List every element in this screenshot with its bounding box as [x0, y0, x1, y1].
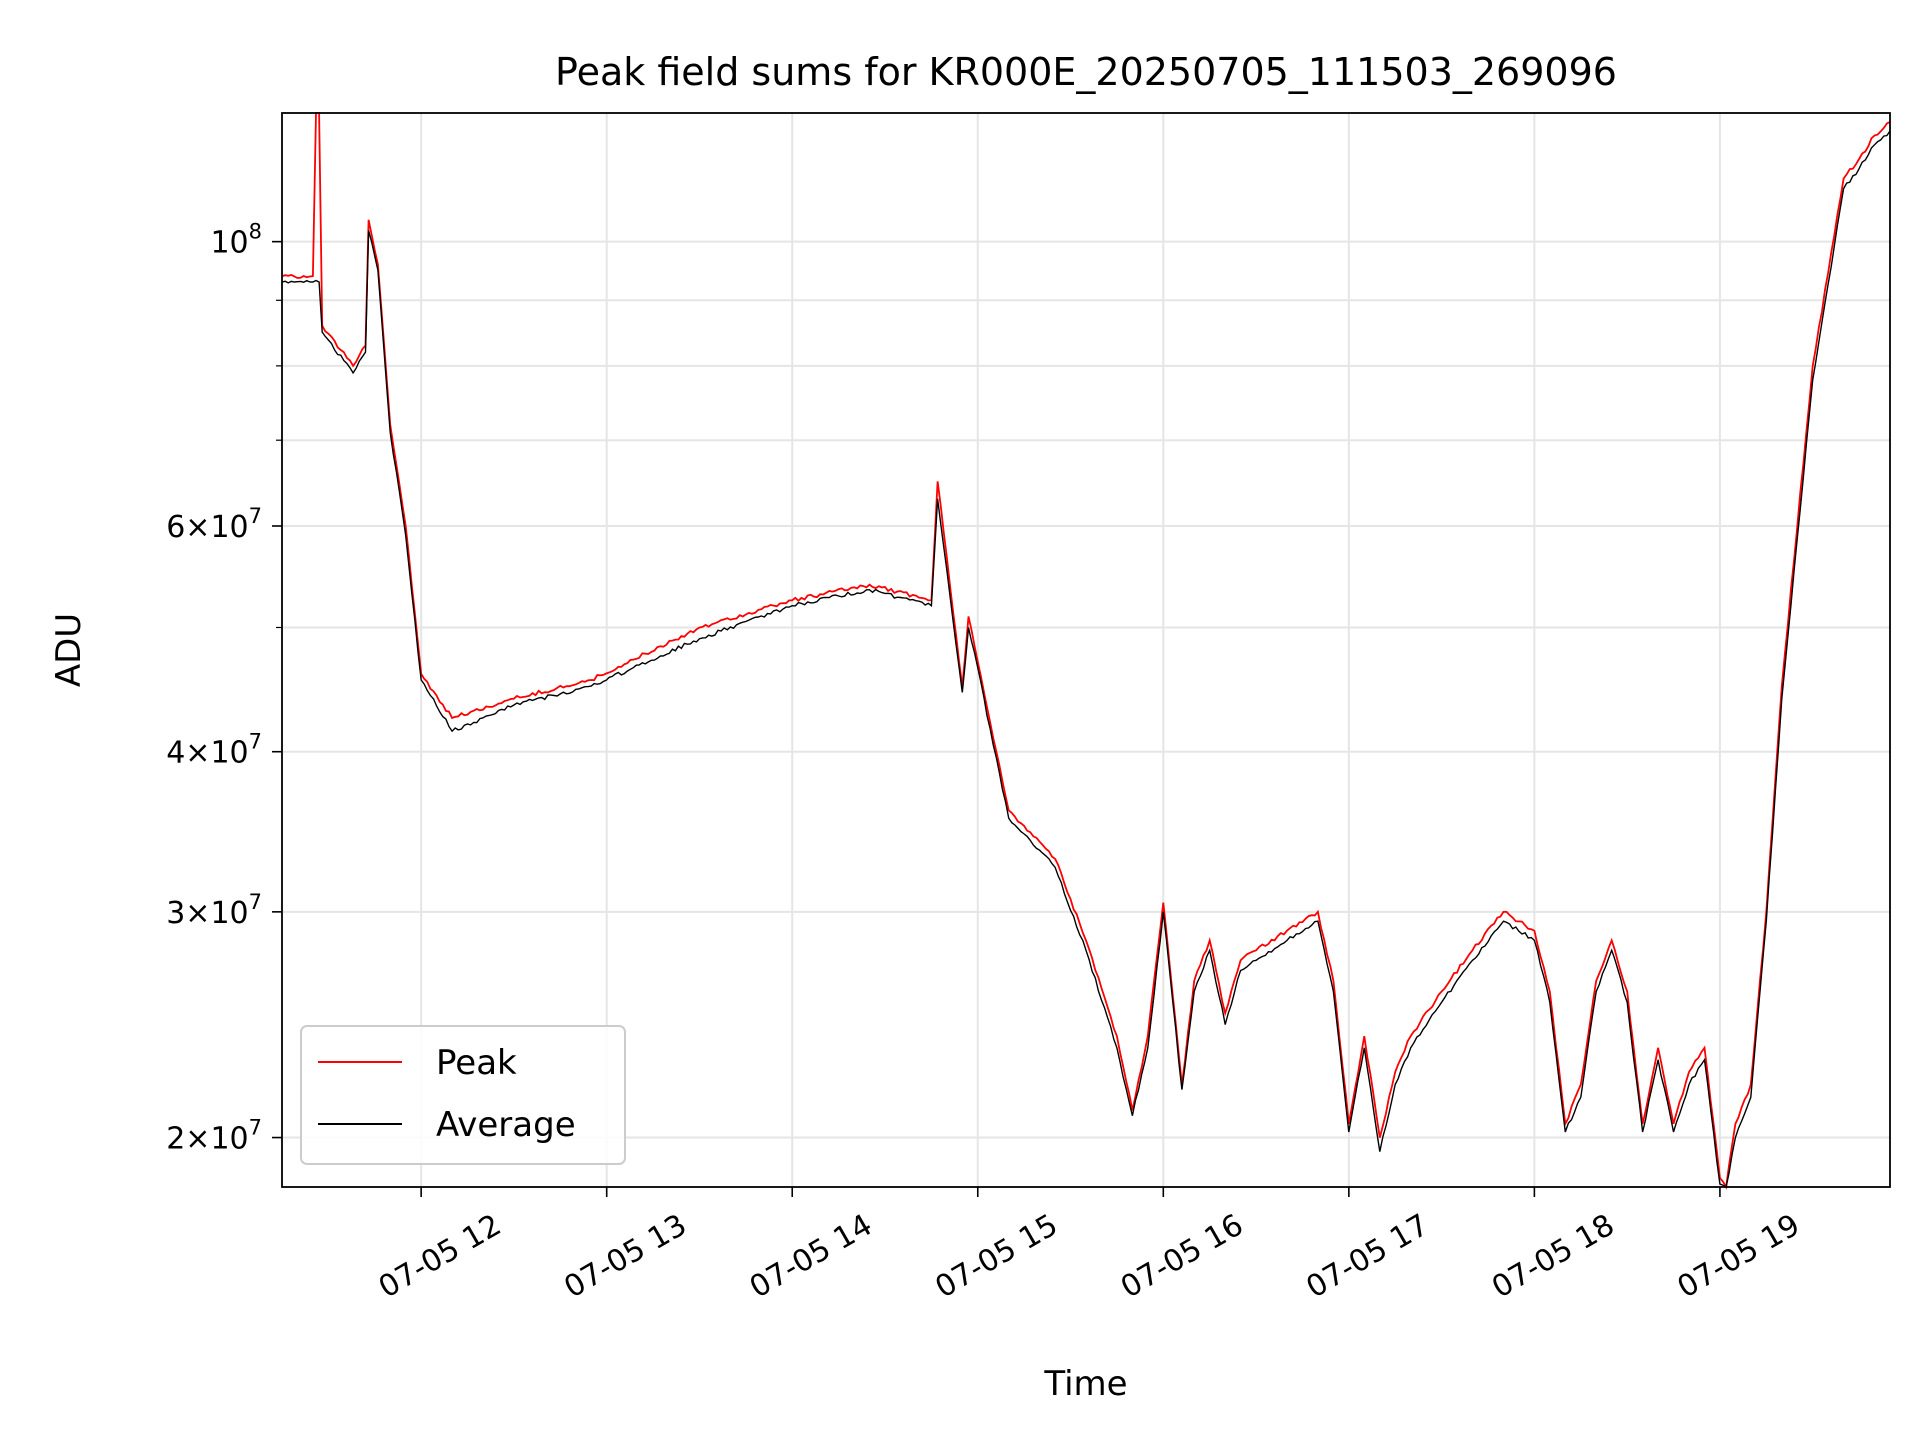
y-tick-label: 108 [210, 220, 262, 261]
legend: Peak Average [300, 1025, 626, 1165]
grid [282, 113, 1890, 1187]
chart-title: Peak field sums for KR000E_20250705_1115… [555, 50, 1617, 94]
legend-box [300, 1025, 626, 1165]
y-tick-label: 6×107 [166, 504, 262, 545]
x-axis-label: Time [1043, 1364, 1127, 1404]
legend-label-average: Average [436, 1105, 576, 1145]
y-tick-label: 3×107 [166, 890, 262, 931]
series-line-peak [281, 112, 1891, 1190]
series-layer [281, 112, 1891, 1190]
y-tick-label: 2×107 [166, 1116, 262, 1157]
series-line-average [281, 130, 1891, 1189]
plot-area [282, 113, 1890, 1187]
y-tick-label: 4×107 [166, 730, 262, 771]
plot-frame [281, 112, 1891, 1188]
y-axis-label: ADU [49, 613, 89, 687]
legend-label-peak: Peak [436, 1043, 517, 1083]
